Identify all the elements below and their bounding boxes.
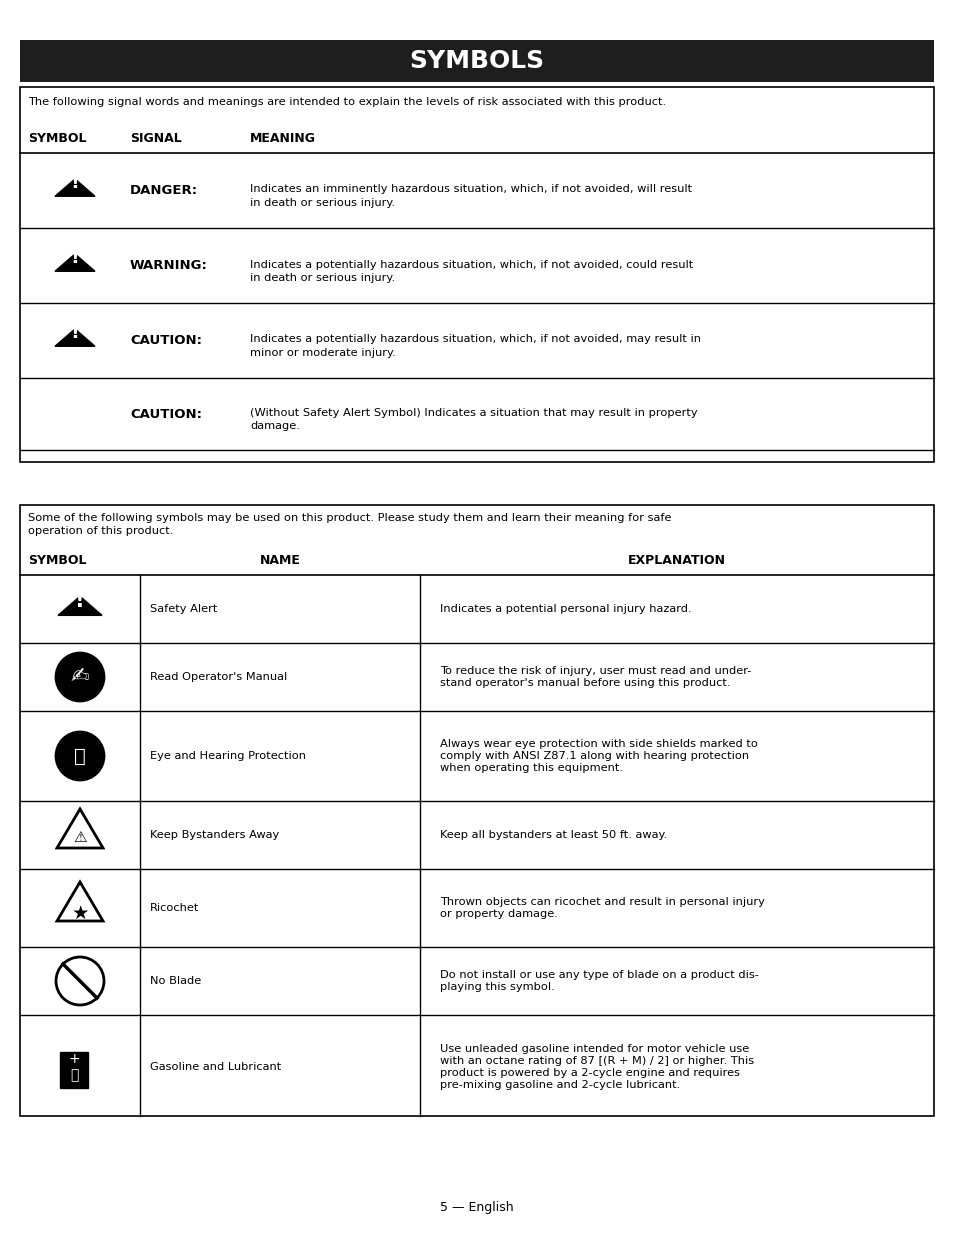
Polygon shape — [55, 329, 95, 346]
Text: Thrown objects can ricochet and result in personal injury: Thrown objects can ricochet and result i… — [439, 897, 764, 906]
Text: when operating this equipment.: when operating this equipment. — [439, 763, 622, 773]
Text: +
⛽: + ⛽ — [68, 1052, 80, 1083]
Text: NAME: NAME — [259, 555, 300, 568]
Text: Indicates a potentially hazardous situation, which, if not avoided, could result: Indicates a potentially hazardous situat… — [250, 259, 693, 283]
Text: Ricochet: Ricochet — [150, 903, 199, 913]
Text: MEANING: MEANING — [250, 132, 315, 146]
Text: comply with ANSI Z87.1 along with hearing protection: comply with ANSI Z87.1 along with hearin… — [439, 751, 748, 761]
Text: CAUTION:: CAUTION: — [130, 408, 202, 420]
Polygon shape — [58, 597, 102, 615]
Text: CAUTION:: CAUTION: — [130, 333, 202, 347]
Polygon shape — [55, 254, 95, 272]
Polygon shape — [57, 882, 103, 921]
Text: No Blade: No Blade — [150, 976, 201, 986]
Text: !: ! — [71, 248, 79, 267]
FancyBboxPatch shape — [60, 1051, 88, 1088]
Text: 👁: 👁 — [74, 746, 86, 766]
Text: Some of the following symbols may be used on this product. Please study them and: Some of the following symbols may be use… — [28, 513, 671, 536]
Text: or property damage.: or property damage. — [439, 909, 558, 919]
Text: EXPLANATION: EXPLANATION — [627, 555, 725, 568]
Text: The following signal words and meanings are intended to explain the levels of ri: The following signal words and meanings … — [28, 98, 665, 107]
Text: ⚠: ⚠ — [73, 830, 87, 845]
FancyBboxPatch shape — [20, 86, 933, 462]
Text: Gasoline and Lubricant: Gasoline and Lubricant — [150, 1062, 281, 1072]
Text: Keep Bystanders Away: Keep Bystanders Away — [150, 830, 279, 840]
Text: 5 — English: 5 — English — [439, 1200, 514, 1214]
Text: ★: ★ — [71, 904, 89, 923]
Text: Safety Alert: Safety Alert — [150, 604, 217, 614]
Text: pre-mixing gasoline and 2-cycle lubricant.: pre-mixing gasoline and 2-cycle lubrican… — [439, 1081, 679, 1091]
Text: Read Operator's Manual: Read Operator's Manual — [150, 672, 287, 682]
Text: (Without Safety Alert Symbol) Indicates a situation that may result in property
: (Without Safety Alert Symbol) Indicates … — [250, 408, 697, 431]
Circle shape — [56, 957, 104, 1005]
Text: Indicates a potentially hazardous situation, which, if not avoided, may result i: Indicates a potentially hazardous situat… — [250, 335, 700, 358]
Text: Indicates an imminently hazardous situation, which, if not avoided, will result
: Indicates an imminently hazardous situat… — [250, 184, 691, 207]
Text: product is powered by a 2-cycle engine and requires: product is powered by a 2-cycle engine a… — [439, 1068, 740, 1078]
Text: SYMBOLS: SYMBOLS — [409, 49, 544, 73]
Text: Always wear eye protection with side shields marked to: Always wear eye protection with side shi… — [439, 739, 757, 748]
Text: Eye and Hearing Protection: Eye and Hearing Protection — [150, 751, 306, 761]
Text: !: ! — [71, 173, 79, 193]
Text: playing this symbol.: playing this symbol. — [439, 982, 554, 992]
Text: Use unleaded gasoline intended for motor vehicle use: Use unleaded gasoline intended for motor… — [439, 1045, 748, 1055]
Text: !: ! — [75, 592, 85, 611]
FancyBboxPatch shape — [20, 505, 933, 1116]
Circle shape — [56, 732, 104, 781]
Text: To reduce the risk of injury, user must read and under-: To reduce the risk of injury, user must … — [439, 666, 751, 676]
Text: DANGER:: DANGER: — [130, 184, 198, 198]
Text: with an octane rating of 87 [(R + M) / 2] or higher. This: with an octane rating of 87 [(R + M) / 2… — [439, 1056, 753, 1067]
Text: SYMBOL: SYMBOL — [28, 132, 87, 146]
Text: SIGNAL: SIGNAL — [130, 132, 182, 146]
Text: WARNING:: WARNING: — [130, 259, 208, 272]
FancyBboxPatch shape — [20, 40, 933, 82]
Text: ✍: ✍ — [71, 667, 90, 687]
Text: !: ! — [71, 324, 79, 342]
Polygon shape — [55, 179, 95, 196]
Text: Keep all bystanders at least 50 ft. away.: Keep all bystanders at least 50 ft. away… — [439, 830, 666, 840]
Text: Indicates a potential personal injury hazard.: Indicates a potential personal injury ha… — [439, 604, 691, 614]
Text: SYMBOL: SYMBOL — [28, 555, 87, 568]
Text: Do not install or use any type of blade on a product dis-: Do not install or use any type of blade … — [439, 969, 758, 981]
Polygon shape — [57, 809, 103, 848]
Circle shape — [56, 653, 104, 701]
Text: stand operator's manual before using this product.: stand operator's manual before using thi… — [439, 678, 730, 688]
